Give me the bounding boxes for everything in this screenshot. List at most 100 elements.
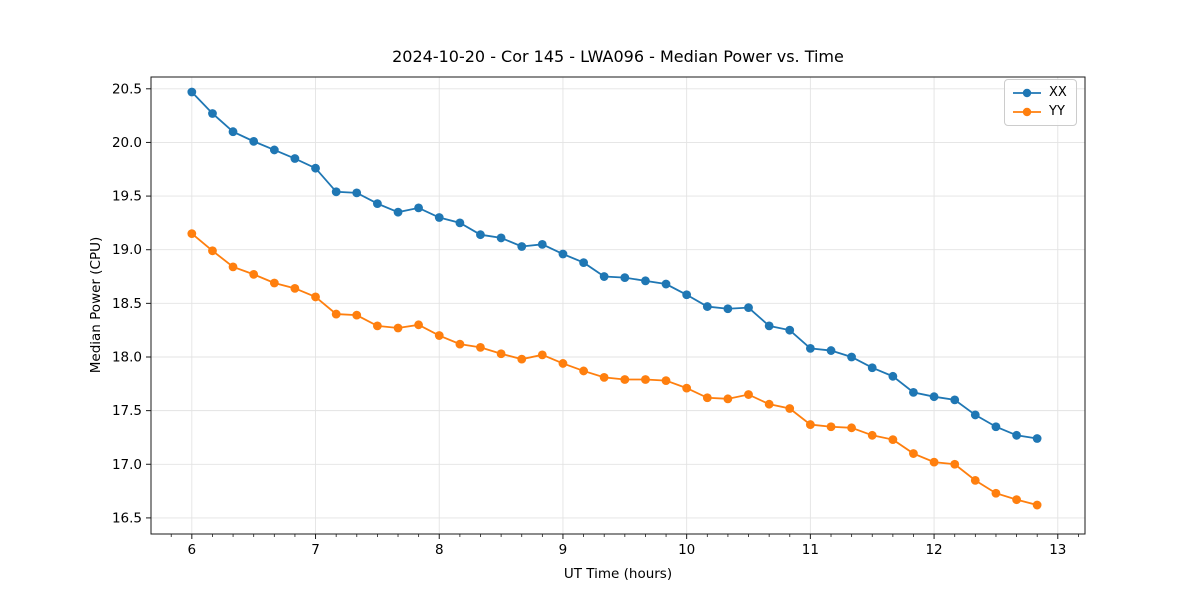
data-point-yy (826, 422, 836, 432)
data-point-yy (455, 339, 465, 349)
legend-label-yy: YY (1049, 104, 1065, 119)
y-axis-label: Median Power (CPU) (88, 236, 104, 374)
data-point-xx (970, 410, 980, 420)
data-point-xx (620, 273, 630, 283)
x-tick-label: 9 (559, 542, 568, 558)
data-point-yy (991, 488, 1001, 498)
y-tick-label: 18.0 (112, 349, 142, 365)
x-tick-label: 8 (435, 542, 444, 558)
data-point-yy (228, 262, 238, 272)
legend-label-xx: XX (1049, 85, 1067, 100)
x-tick-label: 12 (925, 542, 942, 558)
data-point-yy (641, 375, 650, 384)
data-point-yy (331, 309, 341, 319)
data-point-xx (208, 109, 217, 118)
x-tick-label: 10 (678, 542, 695, 558)
data-point-xx (496, 233, 506, 243)
data-point-xx (537, 239, 547, 249)
data-point-yy (269, 278, 279, 288)
axes-spines (150, 76, 1086, 535)
y-tick-label: 17.0 (112, 457, 142, 473)
data-point-yy (599, 372, 609, 382)
data-point-xx (269, 145, 279, 155)
data-point-xx (599, 272, 609, 281)
data-point-xx (434, 213, 444, 222)
x-axis-label: UT Time (hours) (563, 566, 673, 582)
data-point-xx (290, 154, 300, 163)
data-point-yy (744, 390, 753, 399)
data-point-yy (785, 404, 795, 413)
data-point-yy (290, 283, 300, 293)
data-point-xx (867, 363, 877, 373)
data-point-xx (579, 258, 589, 267)
data-point-yy (372, 321, 382, 331)
data-point-yy (620, 375, 630, 384)
data-point-yy (847, 423, 856, 433)
data-point-xx (393, 207, 403, 217)
data-point-xx (641, 276, 650, 286)
chart-title: 2024-10-20 - Cor 145 - LWA096 - Median P… (392, 47, 844, 66)
data-point-xx (805, 344, 815, 353)
data-point-xx (311, 163, 320, 173)
data-point-xx (517, 242, 527, 251)
data-point-yy (867, 430, 877, 440)
data-point-xx (228, 127, 238, 137)
y-tick-label: 20.0 (112, 135, 142, 151)
data-point-yy (414, 320, 423, 330)
data-point-yy (208, 246, 217, 256)
data-point-yy (970, 475, 980, 485)
data-point-xx (723, 304, 733, 314)
x-tick-label: 6 (188, 542, 197, 558)
data-point-yy (929, 457, 939, 467)
y-tick-label: 19.5 (112, 189, 142, 205)
legend: XX YY (1004, 79, 1077, 126)
data-point-xx (1012, 430, 1021, 440)
legend-item-xx: XX (1012, 85, 1068, 101)
data-point-yy (311, 292, 320, 302)
data-point-yy (1012, 495, 1021, 505)
data-point-yy (805, 420, 815, 429)
data-point-yy (187, 229, 197, 239)
data-point-xx (702, 302, 712, 311)
data-point-xx (1032, 434, 1042, 443)
data-point-yy (476, 342, 485, 352)
data-point-xx (682, 290, 692, 300)
data-point-xx (187, 87, 197, 97)
series-line-xx (191, 91, 1038, 440)
data-point-xx (661, 279, 671, 289)
data-point-xx (352, 188, 362, 198)
data-point-yy (950, 459, 960, 469)
data-point-yy (558, 359, 568, 368)
data-point-xx (764, 321, 774, 331)
data-point-xx (558, 249, 568, 259)
data-point-yy (1032, 500, 1042, 510)
data-point-yy (352, 310, 362, 320)
y-tick-label: 17.5 (112, 403, 142, 419)
data-point-yy (579, 366, 589, 376)
data-point-yy (434, 331, 444, 340)
data-point-xx (950, 395, 960, 405)
data-point-xx (414, 203, 423, 213)
y-tick-label: 18.5 (112, 296, 142, 312)
data-point-xx (909, 387, 918, 397)
y-tick-label: 19.0 (112, 242, 142, 258)
data-point-yy (517, 354, 527, 364)
data-point-xx (888, 371, 898, 381)
data-point-yy (702, 393, 712, 403)
y-tick-label: 16.5 (112, 510, 142, 526)
data-point-xx (476, 230, 485, 240)
data-point-xx (929, 392, 939, 402)
data-point-yy (888, 435, 898, 444)
data-point-yy (496, 349, 506, 359)
x-tick-label: 7 (311, 542, 320, 558)
data-point-xx (847, 352, 856, 362)
data-point-yy (909, 449, 918, 458)
x-tick-label: 11 (802, 542, 819, 558)
y-tick-label: 20.5 (112, 81, 142, 97)
data-point-xx (331, 187, 341, 197)
data-point-yy (661, 376, 671, 385)
data-point-yy (393, 323, 403, 333)
data-point-xx (372, 199, 382, 208)
